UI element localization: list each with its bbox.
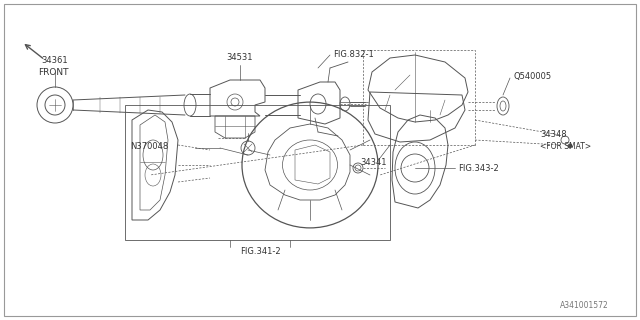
Text: FIG.341-2: FIG.341-2 xyxy=(240,247,280,257)
Text: <FOR SMAT>: <FOR SMAT> xyxy=(540,141,591,150)
Text: 34361: 34361 xyxy=(42,56,68,65)
Text: 34531: 34531 xyxy=(227,53,253,62)
Text: FRONT: FRONT xyxy=(38,68,68,77)
Text: 34348: 34348 xyxy=(540,130,566,139)
Text: N370048: N370048 xyxy=(130,141,168,150)
Circle shape xyxy=(568,144,572,148)
Text: FIG.343-2: FIG.343-2 xyxy=(458,164,499,172)
Text: FIG.832-1: FIG.832-1 xyxy=(333,50,374,59)
Text: Q540005: Q540005 xyxy=(513,71,551,81)
Text: A341001572: A341001572 xyxy=(560,301,609,310)
Text: 34341: 34341 xyxy=(360,157,387,166)
Bar xyxy=(125,105,390,240)
